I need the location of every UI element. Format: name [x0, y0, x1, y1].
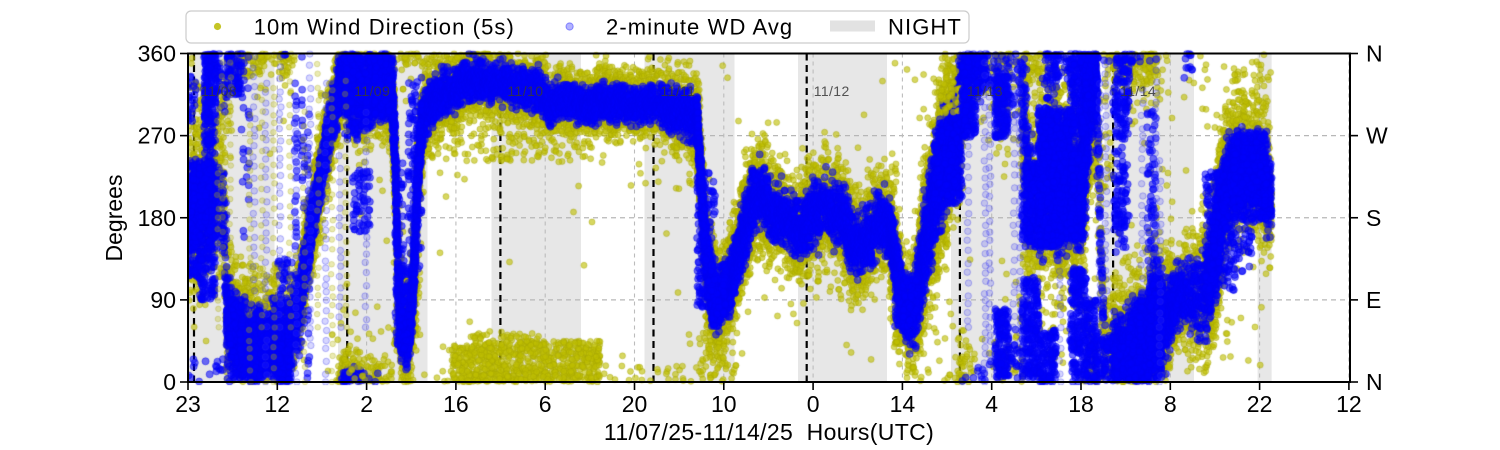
svg-text:10: 10: [711, 391, 737, 417]
svg-text:23: 23: [175, 391, 201, 417]
svg-text:20: 20: [622, 391, 648, 417]
svg-text:11/09: 11/09: [354, 83, 390, 99]
svg-text:11/13: 11/13: [967, 83, 1003, 99]
svg-text:10m Wind Direction (5s): 10m Wind Direction (5s): [254, 15, 515, 40]
svg-text:S: S: [1366, 205, 1381, 231]
svg-text:11/11: 11/11: [661, 83, 696, 99]
svg-text:11/14: 11/14: [1120, 83, 1156, 99]
svg-text:N: N: [1366, 41, 1383, 67]
svg-text:90: 90: [150, 287, 176, 313]
svg-text:0: 0: [163, 369, 176, 395]
svg-text:8: 8: [1164, 391, 1177, 417]
svg-text:11/07/25-11/14/25 Hours(UTC): 11/07/25-11/14/25 Hours(UTC): [604, 419, 934, 445]
svg-text:11/10: 11/10: [507, 83, 543, 99]
svg-text:22: 22: [1247, 391, 1273, 417]
svg-text:N: N: [1366, 369, 1383, 395]
svg-text:2: 2: [360, 391, 373, 417]
svg-text:E: E: [1366, 287, 1381, 313]
svg-text:18: 18: [1068, 391, 1094, 417]
svg-text:2-minute WD Avg: 2-minute WD Avg: [606, 15, 793, 40]
svg-text:4: 4: [985, 391, 998, 417]
svg-text:360: 360: [138, 41, 176, 67]
svg-text:NIGHT: NIGHT: [888, 15, 962, 40]
svg-text:11/08: 11/08: [201, 83, 237, 99]
svg-text:W: W: [1366, 123, 1388, 149]
svg-text:11/12: 11/12: [814, 83, 850, 99]
svg-text:16: 16: [443, 391, 469, 417]
svg-text:180: 180: [138, 205, 176, 231]
svg-text:0: 0: [807, 391, 820, 417]
svg-text:14: 14: [890, 391, 916, 417]
svg-text:6: 6: [539, 391, 552, 417]
svg-text:Degrees: Degrees: [101, 175, 127, 262]
svg-text:12: 12: [265, 391, 291, 417]
svg-text:12: 12: [1336, 391, 1362, 417]
svg-text:270: 270: [138, 123, 176, 149]
